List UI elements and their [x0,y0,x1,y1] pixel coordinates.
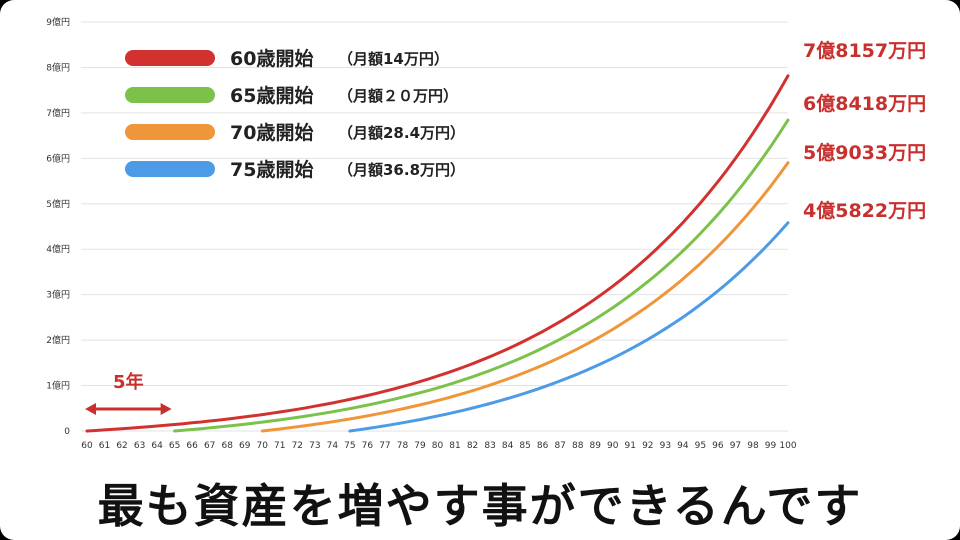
x-tick-label: 83 [484,441,495,451]
legend-sub-entry: （月額28.4万円） [338,124,465,142]
x-tick-label: 72 [292,441,303,451]
x-tick-label: 74 [327,441,339,451]
x-tick-label: 99 [765,441,777,451]
x-tick-label: 62 [116,441,127,451]
x-tick-label: 85 [519,441,530,451]
x-tick-label: 88 [572,441,584,451]
x-tick-label: 92 [642,441,653,451]
y-tick-label: 1億円 [46,380,70,392]
x-tick-label: 94 [677,441,689,451]
caption-text: 最も資産を増やす事ができるんです [97,479,863,533]
annotation-label: 5年 [113,371,144,393]
x-tick-label: 73 [309,441,320,451]
x-tick-label: 96 [712,441,724,451]
legend-sub-entry: （月額36.8万円） [338,161,465,179]
y-tick-label: 6億円 [46,152,70,164]
series-lines [85,74,790,433]
end-value-label: 6億8418万円 [803,92,926,115]
y-tick-label: 9億円 [46,16,70,28]
legend-entry: 65歳開始 [230,84,313,107]
end-value-labels: 7億8157万円 6億8418万円 5億9033万円 4億5822万円 [803,39,926,222]
y-tick-label: 7億円 [46,107,70,119]
legend: 60歳開始 （月額14万円） 65歳開始 （月額２０万円） 70歳開始 （月額28.4万円… [125,47,465,181]
y-tick-label: 3億円 [46,289,70,301]
y-tick-label: 2億円 [46,334,70,346]
x-tick-label: 76 [362,441,374,451]
x-tick-label: 80 [432,441,444,451]
annotation-arrow-left [85,403,96,415]
series-line-2 [260,161,790,433]
y-tick-label: 8億円 [46,61,70,73]
x-tick-label: 65 [169,441,180,451]
legend-entry: 75歳開始 [230,158,313,181]
x-tick-label: 87 [554,441,565,451]
x-tick-label: 86 [537,441,549,451]
y-tick-label: 5億円 [46,198,70,210]
x-tick-label: 97 [730,441,741,451]
x-tick-label: 98 [747,441,759,451]
x-tick-label: 67 [204,441,215,451]
grid-lines [81,21,788,432]
end-value-label: 4億5822万円 [803,199,926,222]
legend-sub-entry: （月額14万円） [338,50,449,68]
x-tick-label: 91 [625,441,636,451]
x-tick-label: 95 [695,441,706,451]
y-tick-label: 4億円 [46,243,70,255]
x-tick-label: 61 [99,441,110,451]
five-year-annotation: 5年 [85,371,172,415]
end-value-label: 7億8157万円 [803,39,926,62]
x-tick-label: 93 [660,441,671,451]
y-tick-label: 0 [64,427,70,437]
x-tick-label: 89 [589,441,601,451]
legend-entry: 60歳開始 [230,47,313,70]
x-tick-label: 70 [257,441,269,451]
y-axis-ticks: 0 1億円 2億円 3億円 4億円 5億円 6億円 7億円 8億円 9億円 [46,16,70,437]
x-tick-label: 68 [221,441,233,451]
x-tick-label: 78 [397,441,409,451]
legend-entry: 70歳開始 [230,121,313,144]
x-tick-label: 100 [779,441,796,451]
x-tick-label: 79 [414,441,426,451]
x-tick-label: 81 [449,441,460,451]
series-line-3 [348,221,790,433]
x-tick-label: 71 [274,441,285,451]
x-tick-label: 75 [344,441,355,451]
x-tick-label: 77 [379,441,390,451]
end-value-label: 5億9033万円 [803,141,926,164]
x-tick-label: 90 [607,441,619,451]
x-tick-label: 63 [134,441,145,451]
x-tick-label: 64 [151,441,163,451]
x-tick-label: 66 [186,441,198,451]
x-axis-ticks: 60 61 62 63 64 65 66 67 68 69 70 71 72 73 74 75 76 77 78 79… [81,441,797,451]
series-line-1 [173,118,790,433]
annotation-arrow-right [160,403,172,415]
x-tick-label: 69 [239,441,251,451]
x-tick-label: 60 [81,441,93,451]
legend-sub-entry: （月額２０万円） [338,87,458,105]
x-tick-label: 82 [467,441,478,451]
series-line-0 [85,74,790,433]
x-tick-label: 84 [502,441,514,451]
